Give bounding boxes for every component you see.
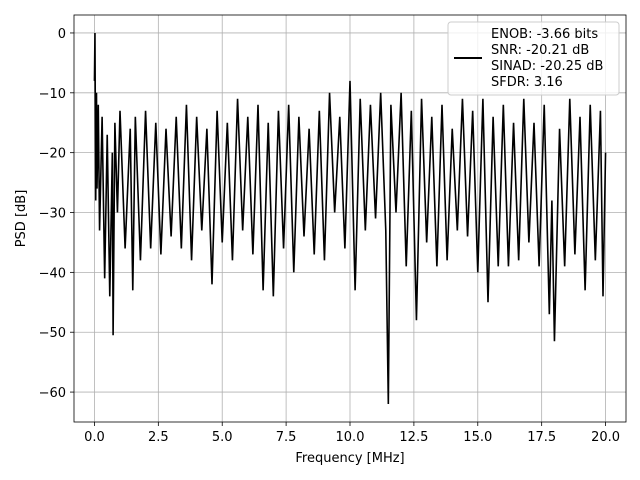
x-axis-label: Frequency [MHz] — [295, 451, 404, 466]
legend: ENOB: -3.66 bits SNR: -20.21 dB SINAD: -… — [447, 21, 620, 96]
y-tick-label: −20 — [39, 147, 66, 162]
y-tick-label: 0 — [58, 27, 66, 42]
y-tick-label: −60 — [39, 386, 66, 401]
y-tick-label: −10 — [39, 87, 66, 102]
legend-snr: SNR: -20.21 dB — [491, 43, 589, 58]
y-tick-label: −30 — [39, 207, 66, 222]
legend-sfdr: SFDR: 3.16 — [491, 75, 563, 90]
x-axis-ticks: 0.0 2.5 5.0 7.5 10.0 12.5 15.0 17.5 20.0 — [84, 422, 620, 445]
y-tick-label: −50 — [39, 326, 66, 341]
x-tick-label: 17.5 — [527, 430, 556, 445]
x-tick-label: 0.0 — [84, 430, 105, 445]
y-axis-ticks: 0 −10 −20 −30 −40 −50 −60 — [39, 27, 74, 401]
x-tick-label: 15.0 — [463, 430, 492, 445]
legend-enob: ENOB: -3.66 bits — [491, 27, 598, 42]
legend-sinad: SINAD: -20.25 dB — [491, 59, 603, 74]
x-tick-label: 20.0 — [591, 430, 620, 445]
x-tick-label: 2.5 — [148, 430, 169, 445]
x-tick-label: 5.0 — [212, 430, 233, 445]
y-tick-label: −40 — [39, 266, 66, 281]
x-tick-label: 7.5 — [276, 430, 297, 445]
x-tick-label: 10.0 — [336, 430, 365, 445]
x-tick-label: 12.5 — [399, 430, 428, 445]
legend-box — [447, 21, 620, 96]
psd-line — [93, 32, 607, 405]
psd-series — [93, 32, 607, 405]
y-axis-label: PSD [dB] — [14, 190, 29, 248]
